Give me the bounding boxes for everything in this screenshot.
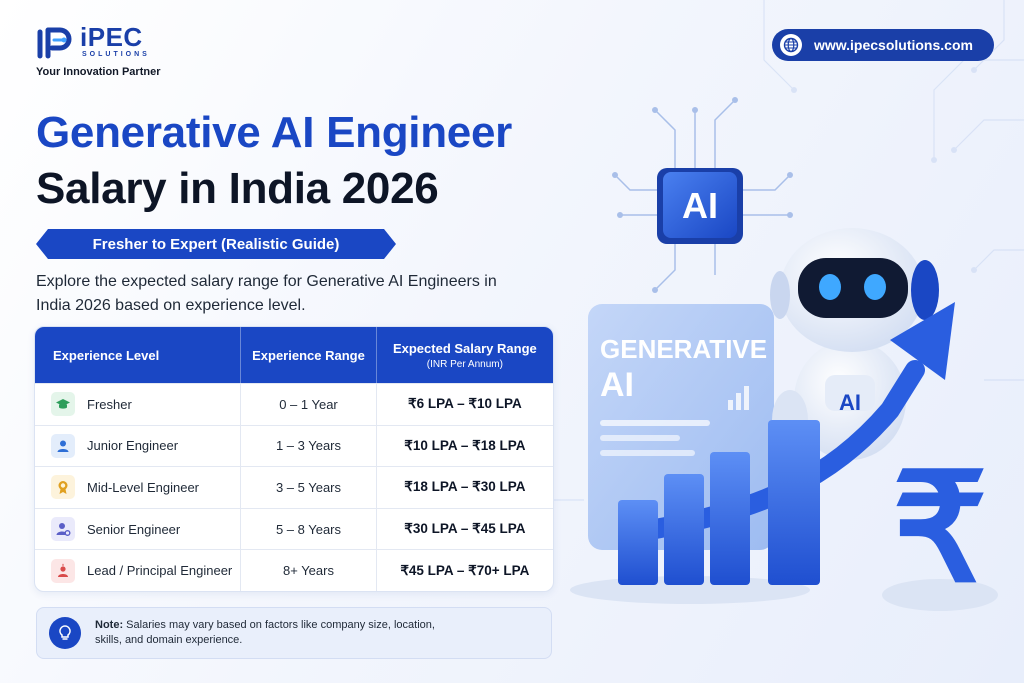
row-level: Junior Engineer: [87, 438, 179, 454]
bar-chart-graphic: [570, 420, 820, 604]
ipec-logo-icon: [37, 27, 72, 59]
globe-icon: [780, 34, 802, 56]
header-experience-range: Experience Range: [240, 327, 375, 383]
chip-label: AI: [682, 185, 718, 226]
row-salary: ₹30 LPA – ₹45 LPA: [375, 508, 553, 550]
graduation-cap-icon: [51, 392, 75, 417]
screen-line-1: GENERATIVE: [600, 334, 767, 364]
row-salary: ₹18 LPA – ₹30 LPA: [375, 467, 553, 508]
subtitle-ribbon: Fresher to Expert (Realistic Guide): [36, 229, 396, 259]
medal-icon: [51, 475, 75, 500]
brand-name: iPEC: [80, 22, 143, 52]
user-icon: [51, 433, 75, 458]
row-salary: ₹10 LPA – ₹18 LPA: [375, 425, 553, 467]
row-range: 0 – 1 Year: [240, 384, 375, 425]
table-header: Experience Level Experience Range Expect…: [35, 327, 553, 383]
ai-chip: AI: [657, 168, 743, 244]
table-row: Junior Engineer 1 – 3 Years ₹10 LPA – ₹1…: [35, 424, 553, 467]
robot-badge: AI: [839, 390, 861, 415]
leader-icon: [51, 558, 75, 583]
title-line-2: Salary in India 2026: [36, 164, 439, 213]
table-row: Lead / Principal Engineer 8+ Years ₹45 L…: [35, 549, 553, 591]
user-gear-icon: [51, 517, 75, 542]
note-box: Note: Salaries may vary based on factors…: [36, 607, 552, 659]
row-level: Mid-Level Engineer: [87, 479, 200, 495]
table-row: Mid-Level Engineer 3 – 5 Years ₹18 LPA –…: [35, 466, 553, 508]
intro-text: Explore the expected salary range for Ge…: [36, 273, 497, 314]
row-range: 1 – 3 Years: [240, 425, 375, 467]
row-level: Fresher: [87, 396, 132, 412]
row-level: Senior Engineer: [87, 521, 181, 537]
illustration: AI GENERATIVE AI AI ₹: [570, 97, 998, 612]
header-experience-level: Experience Level: [53, 347, 160, 363]
title-line-1: Generative AI Engineer: [36, 108, 512, 157]
robot-illustration: AI: [770, 228, 939, 460]
row-range: 3 – 5 Years: [240, 467, 375, 508]
currency-symbol: ₹: [892, 444, 987, 612]
brand-tagline: Your Innovation Partner: [36, 66, 161, 78]
row-range: 5 – 8 Years: [240, 508, 375, 550]
header-salary-sub: (INR Per Annum): [426, 358, 503, 370]
screen-line-2: AI: [600, 366, 634, 404]
chip-circuit-lines: [614, 99, 791, 291]
note-label: Note:: [95, 619, 124, 631]
website-text: www.ipecsolutions.com: [814, 37, 973, 53]
header-salary-label: Expected Salary Range: [392, 340, 537, 356]
row-salary: ₹6 LPA – ₹10 LPA: [375, 384, 553, 425]
lightbulb-icon: [49, 617, 81, 649]
note-body: Salaries may vary based on factors like …: [95, 619, 435, 646]
brand-sub: SOLUTIONS: [82, 51, 150, 58]
rupee-symbol: ₹: [882, 444, 998, 612]
row-salary: ₹45 LPA – ₹70+ LPA: [375, 550, 553, 591]
table-row: Senior Engineer 5 – 8 Years ₹30 LPA – ₹4…: [35, 507, 553, 550]
salary-table: Experience Level Experience Range Expect…: [34, 326, 554, 592]
table-row: Fresher 0 – 1 Year ₹6 LPA – ₹10 LPA: [35, 383, 553, 425]
arrow-head: [890, 302, 955, 380]
brand-logo[interactable]: iPEC SOLUTIONS Your Innovation Partner: [36, 22, 160, 78]
header-salary-range: Expected Salary Range (INR Per Annum): [375, 327, 553, 383]
website-link[interactable]: www.ipecsolutions.com: [772, 29, 994, 61]
row-level: Lead / Principal Engineer: [87, 563, 233, 579]
note-text: Note: Salaries may vary based on factors…: [95, 618, 455, 648]
row-range: 8+ Years: [240, 550, 375, 591]
